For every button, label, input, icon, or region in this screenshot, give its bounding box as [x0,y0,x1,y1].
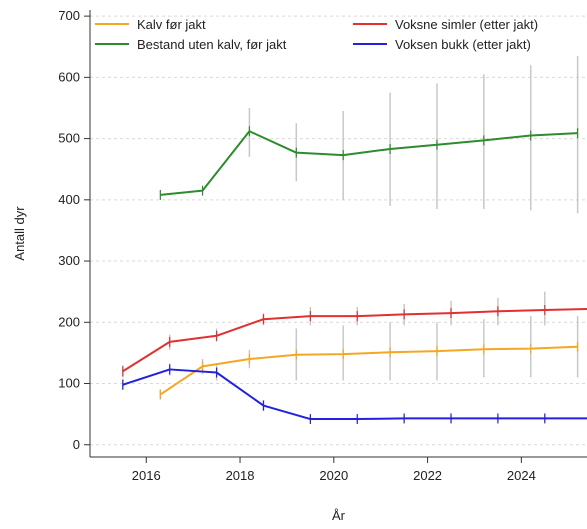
legend-entry: Kalv før jakt [137,17,206,32]
series-line-0 [159,345,578,396]
x-tick-label: 2024 [507,468,536,483]
x-axis-label: År [332,508,346,523]
tick-labels: 0 100 200 300 400 500 600 700 2016 2018 2020 2022 20… [58,8,536,483]
legend: Kalv før jakt Bestand uten kalv, før jakt… [95,17,538,52]
y-tick-label: 200 [58,314,80,329]
x-tick-label: 2020 [319,468,348,483]
legend-entry: Voksen bukk (etter jakt) [395,37,531,52]
y-tick-label: 400 [58,192,80,207]
y-axis-label: Antall dyr [12,206,27,261]
series-line-1 [160,130,578,196]
x-tick-label: 2018 [226,468,255,483]
y-tick-label: 0 [73,437,80,452]
y-tick-label: 100 [58,376,80,391]
legend-entry: Voksne simler (etter jakt) [395,17,538,32]
y-tick-label: 600 [58,69,80,84]
y-tick-label: 300 [58,253,80,268]
y-tick-label: 700 [58,8,80,23]
x-tick-label: 2016 [132,468,161,483]
y-tick-label: 500 [58,131,80,146]
series-lines [122,126,587,425]
x-tick-label: 2022 [413,468,442,483]
legend-entry: Bestand uten kalv, før jakt [137,37,287,52]
axes [84,10,587,463]
